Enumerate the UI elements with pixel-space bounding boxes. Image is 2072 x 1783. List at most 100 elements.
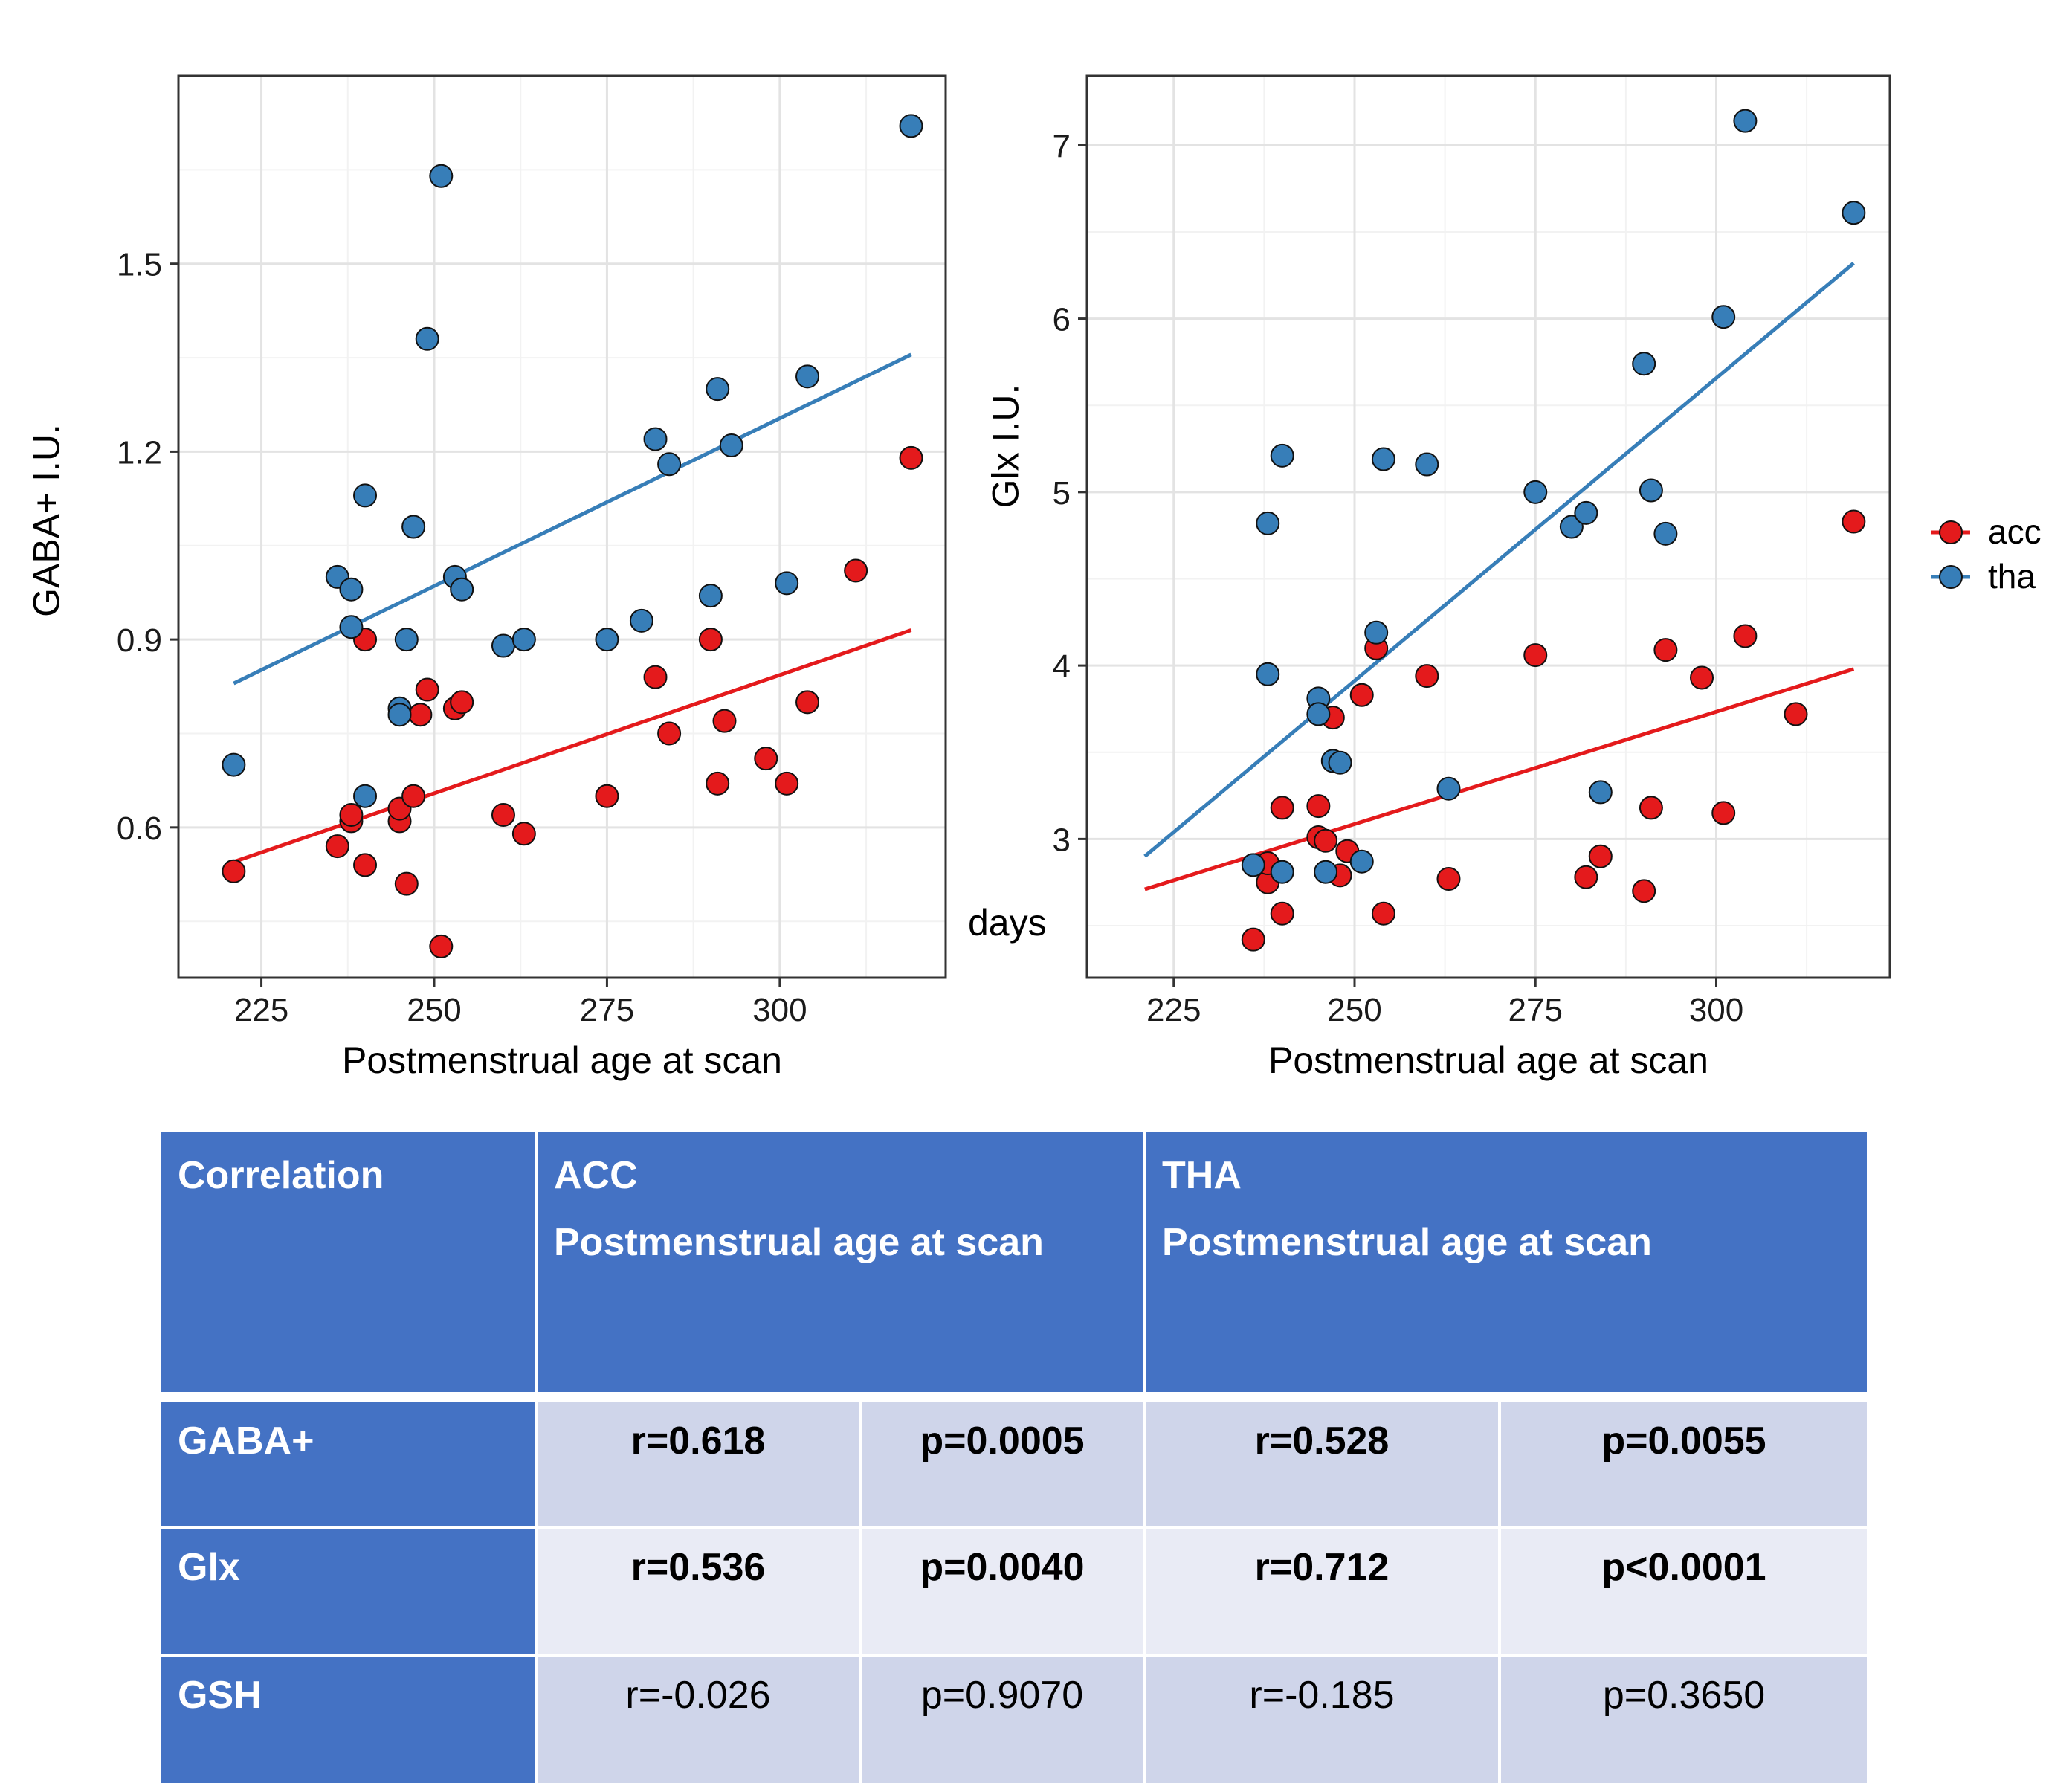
gsh-acc-r: r=-0.026 <box>538 1657 859 1783</box>
scatter-figure: 225 250 275 300 0.6 0.9 1.2 1.5 Postmenstrual ag… <box>26 74 2042 1081</box>
glx-x-axis-title: Postmenstrual age at scan <box>1268 1039 1708 1081</box>
header-acc-subtitle: Postmenstrual age at scan <box>554 1221 1044 1264</box>
header-acc-title: ACC <box>554 1154 638 1197</box>
glx-plot-border <box>1085 74 1891 979</box>
legend-tha-marker <box>1939 565 1963 589</box>
glx-tha-point <box>1415 452 1439 477</box>
gaba-tha-point <box>415 326 439 351</box>
glx-y-tick-label: 3 <box>1053 822 1071 858</box>
gaba-acc-point <box>775 771 799 796</box>
glx-acc-point <box>1690 665 1714 690</box>
glx-acc-point <box>1241 927 1265 952</box>
gaba-x-axis-title: Postmenstrual age at scan <box>342 1039 782 1081</box>
glx-acc-point <box>1270 796 1294 820</box>
glx-acc-r: r=0.536 <box>538 1529 859 1654</box>
glx-tha-point <box>1371 447 1395 471</box>
gaba-acc-point <box>415 677 439 702</box>
gaba-acc-point <box>698 628 723 652</box>
glx-tha-point <box>1574 500 1598 525</box>
gaba-acc-point <box>899 445 923 470</box>
glx-tha-point <box>1241 853 1265 877</box>
correlation-table: Correlation ACC Postmenstrual age at sca… <box>161 1132 1867 1783</box>
gaba-acc-point <box>491 802 515 827</box>
header-tha: THA Postmenstrual age at scan <box>1146 1132 1867 1392</box>
row-label-gaba: GABA+ <box>161 1402 535 1526</box>
gaba-y-tick-label: 1.2 <box>117 434 162 471</box>
glx-acc-point <box>1523 643 1548 668</box>
gaba-plot-border <box>177 74 947 979</box>
glx-tha-point <box>1639 478 1663 503</box>
glx-tha-p: p<0.0001 <box>1501 1529 1867 1654</box>
glx-acc-point <box>1639 796 1663 820</box>
gaba-x-tick-label: 225 <box>234 992 288 1028</box>
header-tha-subtitle: Postmenstrual age at scan <box>1162 1221 1652 1264</box>
gaba-tha-point <box>643 427 668 451</box>
glx-x-tick-label: 300 <box>1689 992 1743 1028</box>
glx-acc-point <box>1653 638 1678 662</box>
gaba-acc-point <box>450 690 474 715</box>
gaba-acc-point <box>643 665 668 689</box>
gaba-tha-point <box>719 433 743 457</box>
gaba-y-tick-label: 0.9 <box>117 622 162 659</box>
glx-tha-point <box>1270 860 1294 884</box>
gaba-tha-point <box>706 377 730 402</box>
glx-acc-point <box>1588 844 1613 868</box>
days-annotation: days <box>968 902 1047 944</box>
gaba-tha-point <box>401 515 426 539</box>
gaba-tha-point <box>595 628 619 652</box>
legend-acc-marker <box>1939 520 1963 544</box>
gaba-acc-point <box>401 784 426 808</box>
glx-acc-point <box>1733 624 1758 648</box>
glx-tha-point <box>1588 780 1613 805</box>
glx-tha-point <box>1711 305 1736 329</box>
glx-tha-point <box>1653 521 1678 546</box>
glx-acc-point <box>1842 509 1866 534</box>
gaba-tha-point <box>339 615 364 639</box>
gaba-tha-point <box>353 784 378 808</box>
glx-acc-point <box>1574 865 1598 889</box>
gaba-acc-point <box>339 802 364 827</box>
gaba-tha-point <box>775 571 799 596</box>
gaba-tha-point <box>353 483 378 508</box>
figure-svg: 225 250 275 300 0.6 0.9 1.2 1.5 Postmenstrual ag… <box>26 74 2042 1081</box>
glx-tha-point <box>1328 750 1352 775</box>
gsh-tha-r: r=-0.185 <box>1146 1657 1498 1783</box>
gaba-acc-r: r=0.618 <box>538 1402 859 1526</box>
gaba-tha-point <box>899 114 923 138</box>
gaba-y-tick-label: 1.5 <box>117 247 162 283</box>
gaba-acc-point <box>795 690 820 715</box>
row-label-gsh: GSH <box>161 1657 535 1783</box>
gaba-y-axis-title: GABA+ I.U. <box>26 424 68 617</box>
gaba-tha-point <box>339 577 364 602</box>
header-correlation: Correlation <box>161 1132 535 1392</box>
gaba-tha-point <box>450 577 474 602</box>
glx-tha-point <box>1632 352 1656 376</box>
glx-acc-p: p=0.0040 <box>862 1529 1143 1654</box>
glx-panel: 225 250 275 300 3 4 5 6 7 Postmenstrual age at sc… <box>968 74 1891 1081</box>
legend-tha-label: tha <box>1988 557 2036 596</box>
gaba-tha-p: p=0.0055 <box>1501 1402 1867 1526</box>
glx-acc-point <box>1415 664 1439 689</box>
glx-y-tick-label: 4 <box>1053 648 1071 685</box>
gaba-tha-point <box>657 452 682 477</box>
glx-tha-point <box>1349 849 1374 874</box>
legend: acc tha <box>1931 512 2042 596</box>
gaba-acc-point <box>657 721 682 746</box>
gaba-acc-point <box>511 822 536 846</box>
gaba-panel: 225 250 275 300 0.6 0.9 1.2 1.5 Postmenstrual ag… <box>26 74 947 1081</box>
glx-tha-point <box>1256 662 1280 686</box>
gaba-acc-point <box>394 871 419 896</box>
glx-acc-point <box>1306 794 1331 819</box>
glx-tha-point <box>1559 515 1584 539</box>
gaba-tha-point <box>429 164 454 188</box>
glx-tha-point <box>1523 480 1548 504</box>
gaba-tha-point <box>222 752 246 777</box>
gaba-acc-point <box>844 558 868 583</box>
row-label-glx: Glx <box>161 1529 535 1654</box>
gaba-x-tick-label: 300 <box>752 992 807 1028</box>
gaba-acc-point <box>706 771 730 796</box>
glx-tha-fit-line <box>1143 262 1855 858</box>
gaba-x-tick-label: 275 <box>580 992 634 1028</box>
glx-tha-point <box>1314 860 1338 884</box>
gaba-acc-point <box>429 934 454 958</box>
